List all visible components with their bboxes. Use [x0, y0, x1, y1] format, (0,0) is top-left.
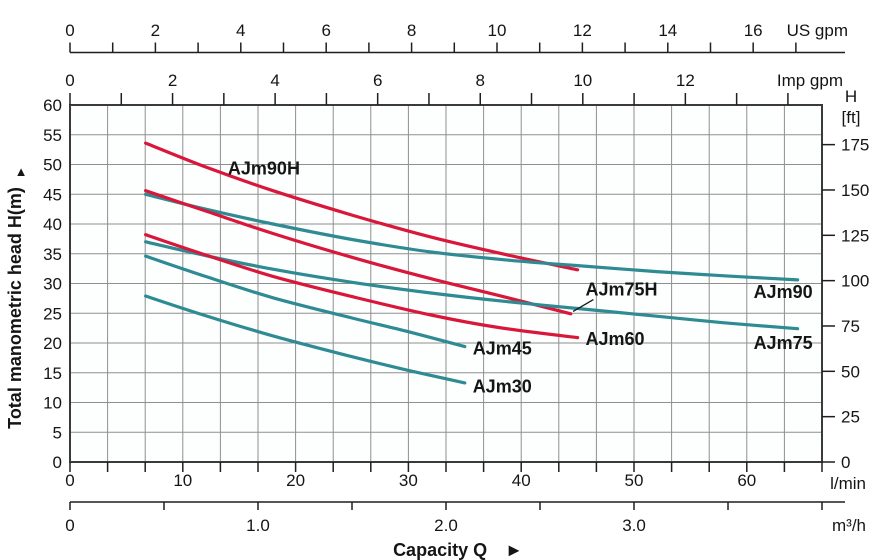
us-gpm-tick-label: 6 — [321, 21, 330, 40]
head-m-tick-label: 40 — [43, 215, 62, 234]
curve-label-AJm60: AJm60 — [585, 329, 644, 349]
head-ft-tick-label: 175 — [841, 136, 869, 155]
us-gpm-tick-label: 14 — [658, 21, 677, 40]
lpm-tick-label: 0 — [65, 471, 74, 490]
imp-gpm-tick-label: 12 — [676, 71, 695, 90]
imp-gpm-tick-label: 4 — [270, 71, 279, 90]
lpm-tick-label: 20 — [286, 471, 305, 490]
m3h-tick-label: 0 — [65, 516, 74, 535]
us-gpm-tick-label: 10 — [488, 21, 507, 40]
curve-AJm30 — [144, 294, 467, 385]
curve-AJm75H — [144, 189, 573, 316]
head-m-tick-label: 60 — [43, 96, 62, 115]
up-arrow-icon: ▲ — [15, 164, 28, 179]
head-m-tick-label: 30 — [43, 275, 62, 294]
imp-gpm-tick-label: 8 — [476, 71, 485, 90]
head-ft-tick-label: 125 — [841, 226, 869, 245]
y-axis-title: Total manometric head H(m) — [5, 187, 25, 429]
us-gpm-tick-label: 0 — [65, 21, 74, 40]
lpm-tick-label: 40 — [512, 471, 531, 490]
label-leader-line-AJm75H — [572, 299, 594, 313]
x-axis-title: Capacity Q ► — [393, 540, 523, 560]
head-m-tick-label: 55 — [43, 126, 62, 145]
curve-label-AJm90: AJm90 — [754, 282, 813, 302]
curve-AJm60 — [144, 233, 580, 340]
curve-AJm90H — [144, 141, 580, 272]
us-gpm-tick-label: 2 — [151, 21, 160, 40]
curve-label-AJm45: AJm45 — [473, 338, 532, 358]
curve-AJm45 — [144, 254, 467, 349]
curve-label-AJm90H: AJm90H — [228, 159, 300, 179]
head-ft-tick-label: 150 — [841, 181, 869, 200]
head-ft-tick-label: 75 — [841, 317, 860, 336]
curve-label-AJm75H: AJm75H — [585, 279, 657, 299]
m3h-tick-label: 2.0 — [434, 516, 458, 535]
imp-gpm-tick-label: 6 — [373, 71, 382, 90]
m3h-tick-label: 3.0 — [622, 516, 646, 535]
lpm-unit-label: l/min — [830, 474, 866, 493]
head-m-tick-label: 15 — [43, 364, 62, 383]
us-gpm-tick-label: 4 — [236, 21, 245, 40]
us-gpm-tick-label: 8 — [407, 21, 416, 40]
head-m-tick-label: 5 — [53, 423, 62, 442]
head-m-tick-label: 0 — [53, 453, 62, 472]
curve-AJm90 — [144, 192, 800, 282]
lpm-tick-label: 30 — [399, 471, 418, 490]
head-ft-unit-label: [ft] — [842, 108, 861, 127]
head-m-tick-label: 35 — [43, 245, 62, 264]
us-gpm-tick-label: 16 — [744, 21, 763, 40]
head-m-tick-label: 45 — [43, 185, 62, 204]
us-gpm-tick-label: 12 — [573, 21, 592, 40]
head-ft-tick-label: 25 — [841, 408, 860, 427]
head-ft-unit-label: H — [845, 87, 857, 106]
lpm-tick-label: 60 — [737, 471, 756, 490]
curve-label-AJm75: AJm75 — [754, 333, 813, 353]
lpm-tick-label: 50 — [625, 471, 644, 490]
head-m-tick-label: 10 — [43, 394, 62, 413]
head-m-tick-label: 50 — [43, 156, 62, 175]
imp-gpm-unit-label: Imp gpm — [777, 71, 843, 90]
us-gpm-unit-label: US gpm — [787, 21, 848, 40]
lpm-tick-label: 10 — [173, 471, 192, 490]
m3h-unit-label: m³/h — [832, 516, 866, 535]
imp-gpm-tick-label: 0 — [65, 71, 74, 90]
head-m-tick-label: 25 — [43, 304, 62, 323]
head-ft-tick-label: 100 — [841, 272, 869, 291]
imp-gpm-tick-label: 10 — [573, 71, 592, 90]
curve-AJm75 — [144, 240, 800, 331]
imp-gpm-tick-label: 2 — [168, 71, 177, 90]
curve-label-AJm30: AJm30 — [473, 376, 532, 396]
head-ft-tick-label: 0 — [841, 453, 850, 472]
m3h-tick-label: 1.0 — [246, 516, 270, 535]
head-ft-tick-label: 50 — [841, 362, 860, 381]
head-m-tick-label: 20 — [43, 334, 62, 353]
